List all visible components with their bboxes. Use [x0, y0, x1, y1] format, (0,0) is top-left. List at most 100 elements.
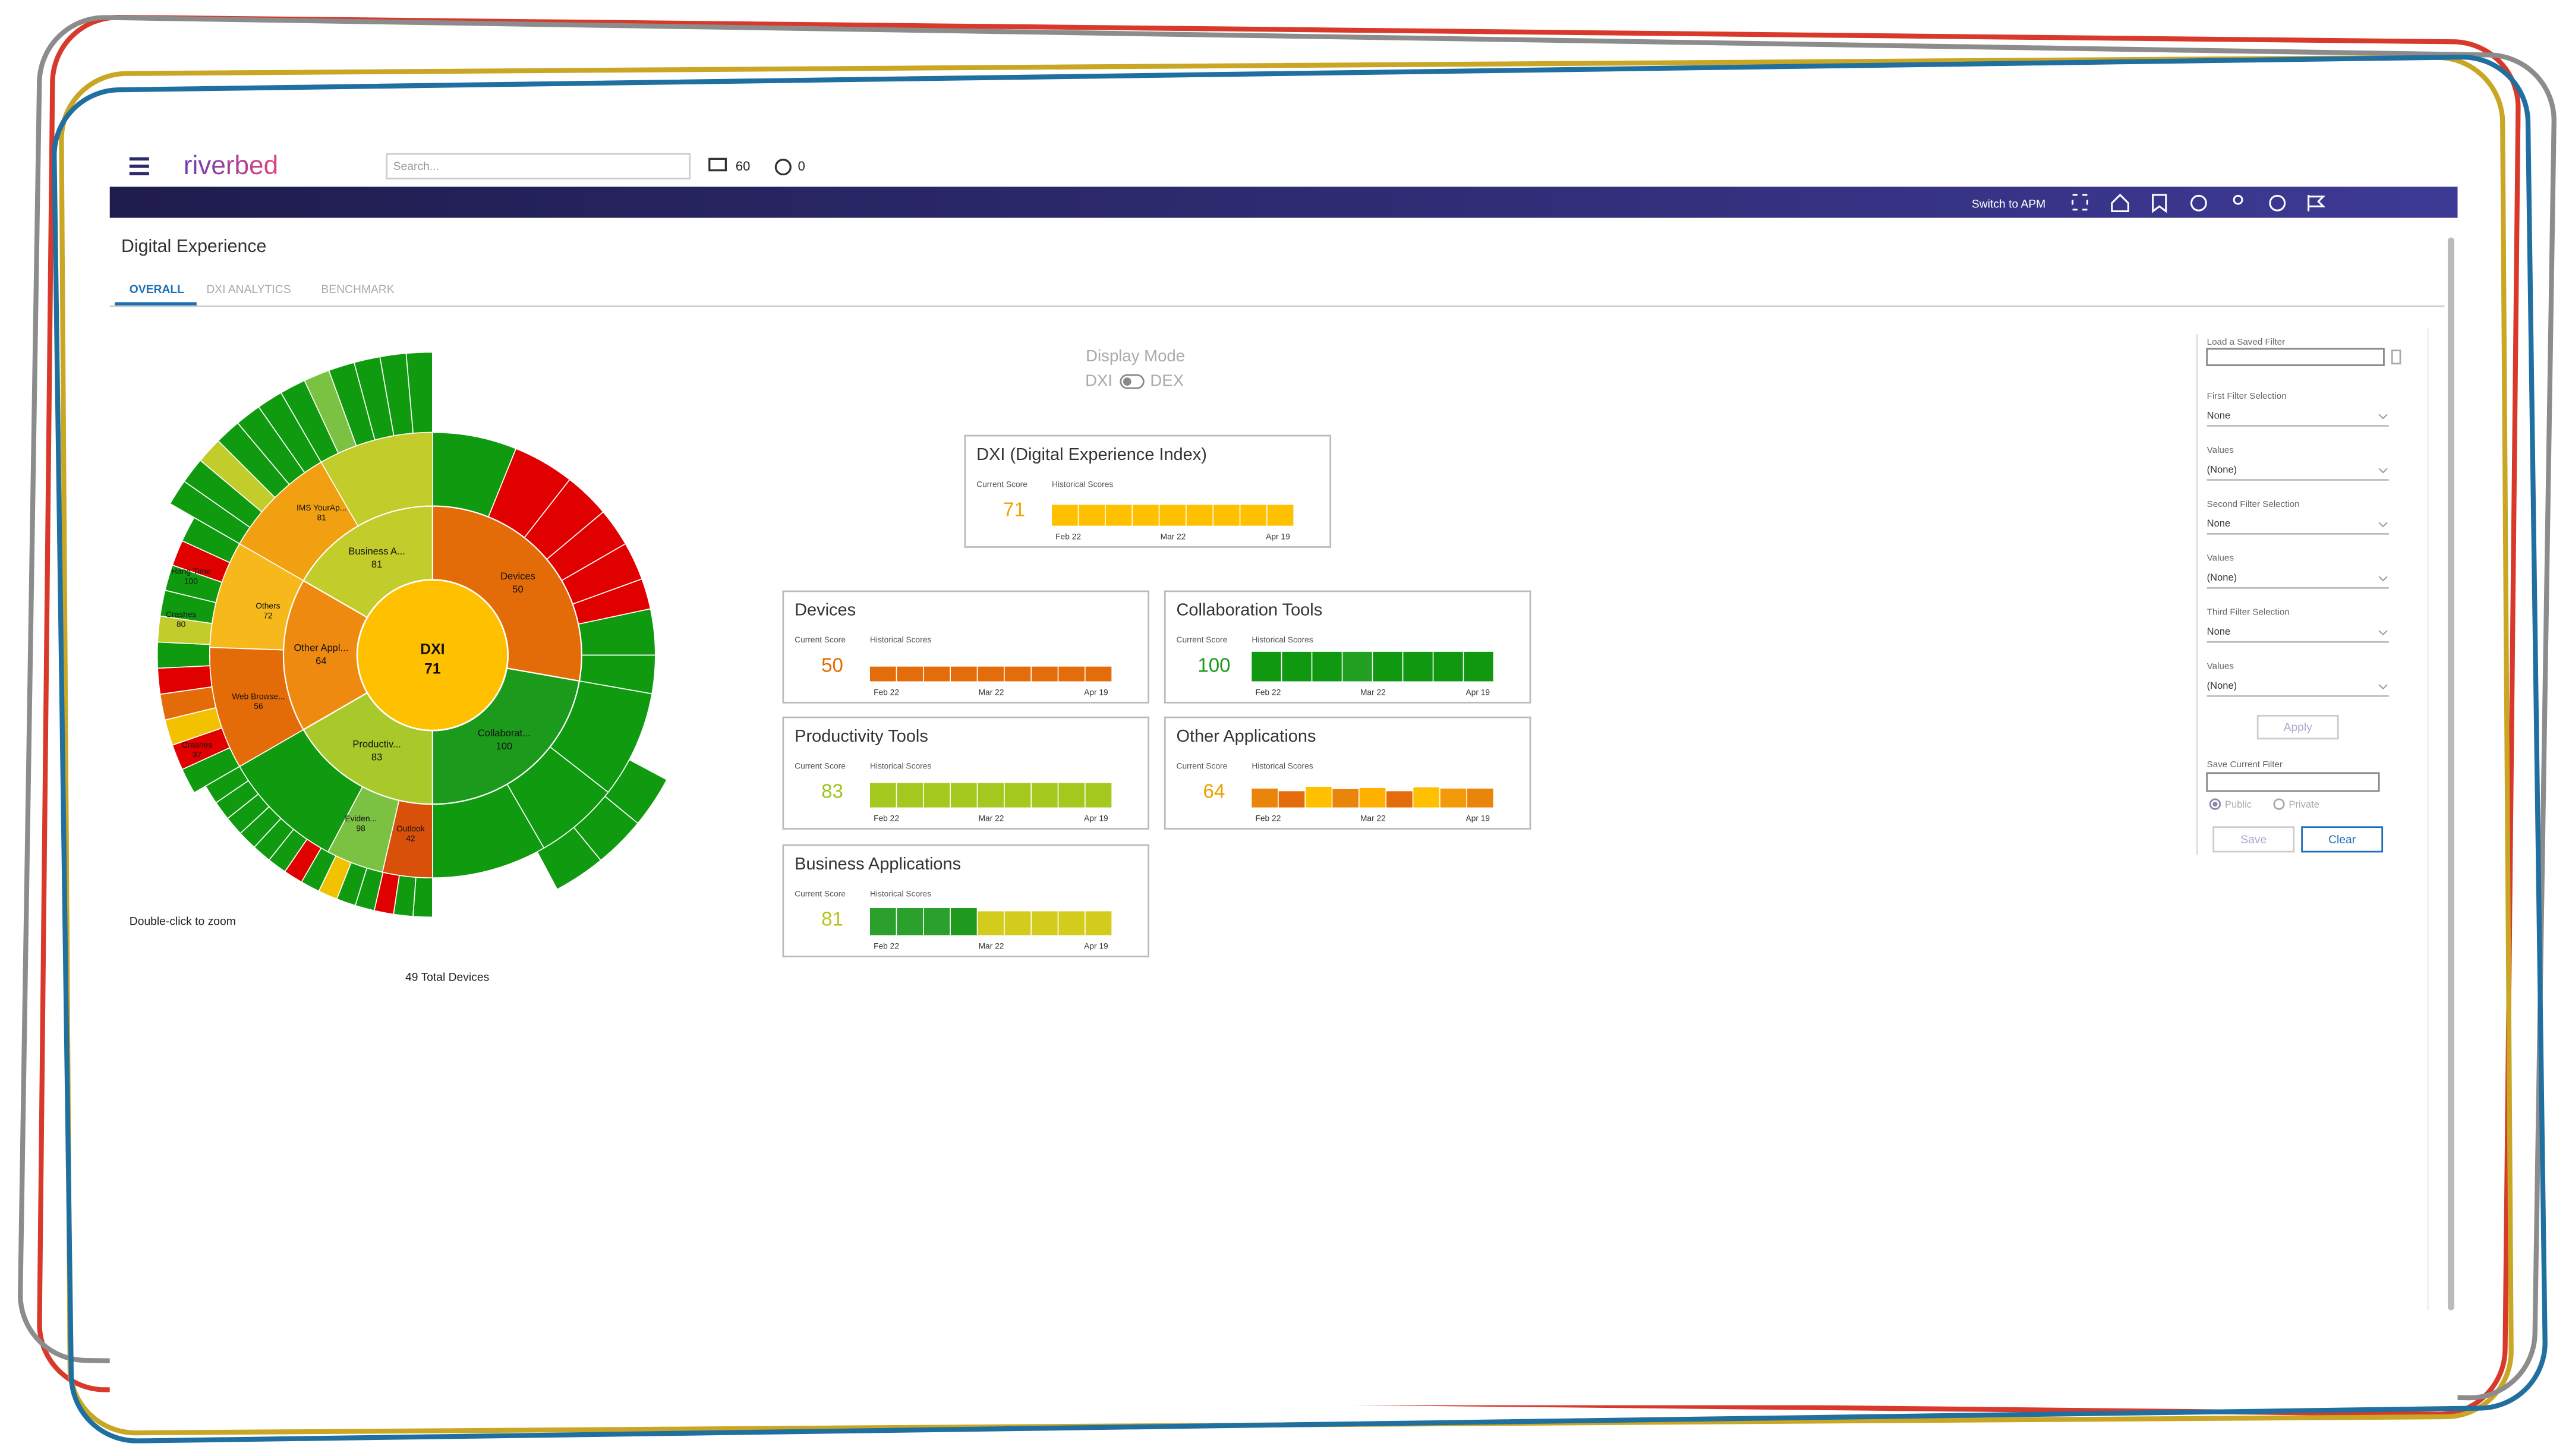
filter-panel: Load a Saved Filter First Filter Selectio… [2196, 327, 2429, 1310]
mode-dex[interactable]: DEX [1150, 371, 1184, 389]
chevron [2378, 522, 2388, 528]
card-frame [1164, 590, 1531, 704]
outer-score: 80 [176, 620, 186, 629]
history-bar [1467, 788, 1493, 808]
date-label: Apr 19 [1084, 814, 1108, 823]
history-bar [1252, 788, 1278, 808]
history-bar [897, 783, 923, 808]
fullscreen-icon[interactable] [2072, 194, 2088, 211]
filter-value[interactable]: None [2207, 518, 2230, 529]
filter-value[interactable]: (None) [2207, 572, 2237, 583]
score-card[interactable]: Business Applications Current Score Histor… [782, 844, 1150, 957]
apply-button[interactable] [2256, 714, 2339, 740]
current-score: 71 [1003, 499, 1025, 521]
device-icon [708, 157, 727, 172]
logo[interactable]: riverbed [184, 151, 278, 180]
segment-label: Other Appl... 64 [294, 642, 348, 667]
segment-score: 64 [316, 655, 326, 667]
history-bar [1464, 651, 1493, 682]
switch-apm[interactable]: Switch to APM [1972, 198, 2045, 211]
current-label: Current Score [976, 480, 1027, 489]
card-title: DXI (Digital Experience Index) [976, 445, 1207, 464]
score-card[interactable]: Productivity Tools Current Score Historica… [782, 716, 1150, 830]
scrollbar[interactable] [2447, 237, 2455, 1310]
private-radio[interactable] [2273, 798, 2285, 810]
tab[interactable]: OVERALL [130, 283, 184, 296]
score-card[interactable]: DXI (Digital Experience Index) Current Sc… [964, 434, 1332, 548]
settings-icon[interactable] [2190, 194, 2207, 212]
history-bar [897, 907, 923, 935]
trash-icon[interactable] [2391, 349, 2401, 365]
outer-score: 42 [406, 834, 415, 843]
center[interactable] [356, 579, 509, 732]
filter-label: Save Current Filter [2207, 759, 2283, 770]
outer-wedge[interactable] [156, 641, 211, 669]
date-label: Feb 22 [1255, 688, 1281, 697]
filter-value[interactable]: None [2207, 626, 2230, 637]
history-bar [869, 783, 896, 808]
outer-label: Crashes 37 [182, 740, 212, 759]
save-name-input[interactable] [2206, 772, 2380, 792]
bookmark-icon[interactable] [2152, 194, 2167, 213]
saved-select[interactable] [2206, 348, 2385, 366]
score-card[interactable]: Collaboration Tools Current Score Historic… [1164, 590, 1531, 704]
header: riverbed Search... 60 0 Switch to APM [109, 151, 2458, 218]
outer-score: 37 [193, 750, 201, 759]
card-title: Business Applications [795, 855, 961, 874]
filter-value[interactable]: (None) [2207, 464, 2237, 475]
history-label: Historical Scores [1252, 635, 1313, 644]
history-bar [1079, 505, 1105, 526]
current-score: 64 [1203, 781, 1225, 803]
mode-dxi[interactable]: DXI [1085, 371, 1112, 389]
display-mode-label: Display Mode [1086, 346, 1185, 365]
score-card[interactable]: Devices Current Score Historical Scores 50 F… [782, 590, 1150, 704]
filter-value[interactable]: (None) [2207, 680, 2237, 691]
score-card[interactable]: Other Applications Current Score Historica… [1164, 716, 1531, 830]
history-bar [923, 783, 950, 808]
history-bar [1359, 787, 1386, 808]
flag-icon[interactable] [2308, 194, 2326, 212]
alerts-count[interactable]: 0 [798, 159, 805, 174]
tab[interactable]: DXI ANALYTICS [206, 283, 291, 296]
outer-name: Crashes [182, 740, 212, 749]
date-label: Apr 19 [1084, 942, 1108, 951]
search-box[interactable] [386, 153, 691, 179]
history-bar [1386, 791, 1413, 808]
menu-button[interactable] [129, 157, 149, 175]
save-button[interactable] [2212, 826, 2295, 853]
segment-label: Productiv... 83 [352, 739, 401, 763]
devices-count[interactable]: 60 [736, 159, 751, 174]
history-bar [1278, 791, 1305, 808]
mode-toggle[interactable] [1120, 374, 1145, 389]
filter-value[interactable]: None [2207, 409, 2230, 421]
home-icon[interactable] [2111, 193, 2129, 213]
date-label: Apr 19 [1466, 814, 1490, 823]
chevron [2378, 684, 2388, 690]
current-label: Current Score [1177, 635, 1228, 644]
user-icon[interactable] [2233, 194, 2243, 205]
toggle-knob [1123, 377, 1131, 386]
history-bar [1159, 505, 1186, 526]
help-icon[interactable] [2269, 194, 2286, 212]
filter-label: First Filter Selection [2207, 391, 2287, 401]
current-label: Current Score [795, 889, 846, 898]
history-bar [923, 666, 950, 682]
history-bar [1213, 505, 1240, 526]
segment-label: Business A... 81 [348, 546, 405, 570]
outer-label: Crashes 80 [166, 610, 196, 629]
current-score: 83 [821, 781, 843, 803]
history-bar [1085, 911, 1112, 935]
filter-label: Second Filter Selection [2207, 499, 2300, 509]
history-bar [1403, 651, 1433, 682]
outer-name: Eviden... [345, 814, 377, 823]
history-bar [1440, 788, 1467, 808]
history-bar [1312, 651, 1342, 682]
clear-button[interactable] [2301, 826, 2384, 853]
tab[interactable]: BENCHMARK [321, 283, 394, 296]
history-bar [1105, 505, 1132, 526]
date-label: Feb 22 [874, 942, 899, 951]
date-label: Mar 22 [979, 688, 1004, 697]
date-label: Feb 22 [874, 814, 899, 823]
history-bar [1004, 911, 1031, 935]
